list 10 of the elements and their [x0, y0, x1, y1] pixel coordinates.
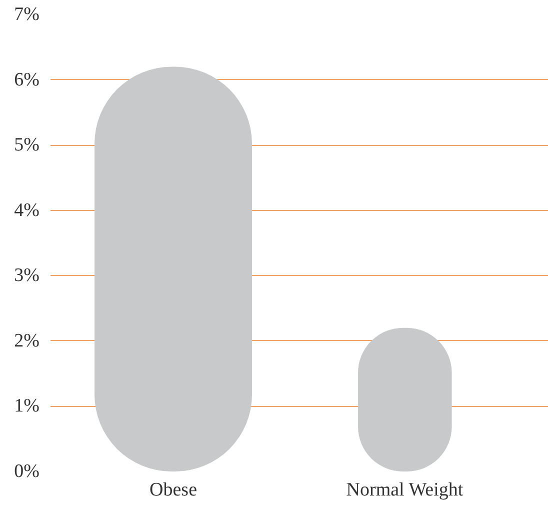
y-tick-label: 4% [14, 200, 40, 221]
y-tick-label: 5% [14, 134, 40, 156]
y-tick-label: 6% [14, 69, 40, 90]
y-tick-label: 7% [14, 4, 40, 25]
x-tick-label: Obese [150, 480, 198, 500]
y-tick-label: 1% [14, 396, 40, 417]
y-tick-label: 3% [14, 265, 40, 286]
x-tick-label: Normal Weight [346, 480, 464, 500]
y-tick-label: 0% [14, 461, 40, 482]
y-tick-label: 2% [14, 330, 40, 352]
